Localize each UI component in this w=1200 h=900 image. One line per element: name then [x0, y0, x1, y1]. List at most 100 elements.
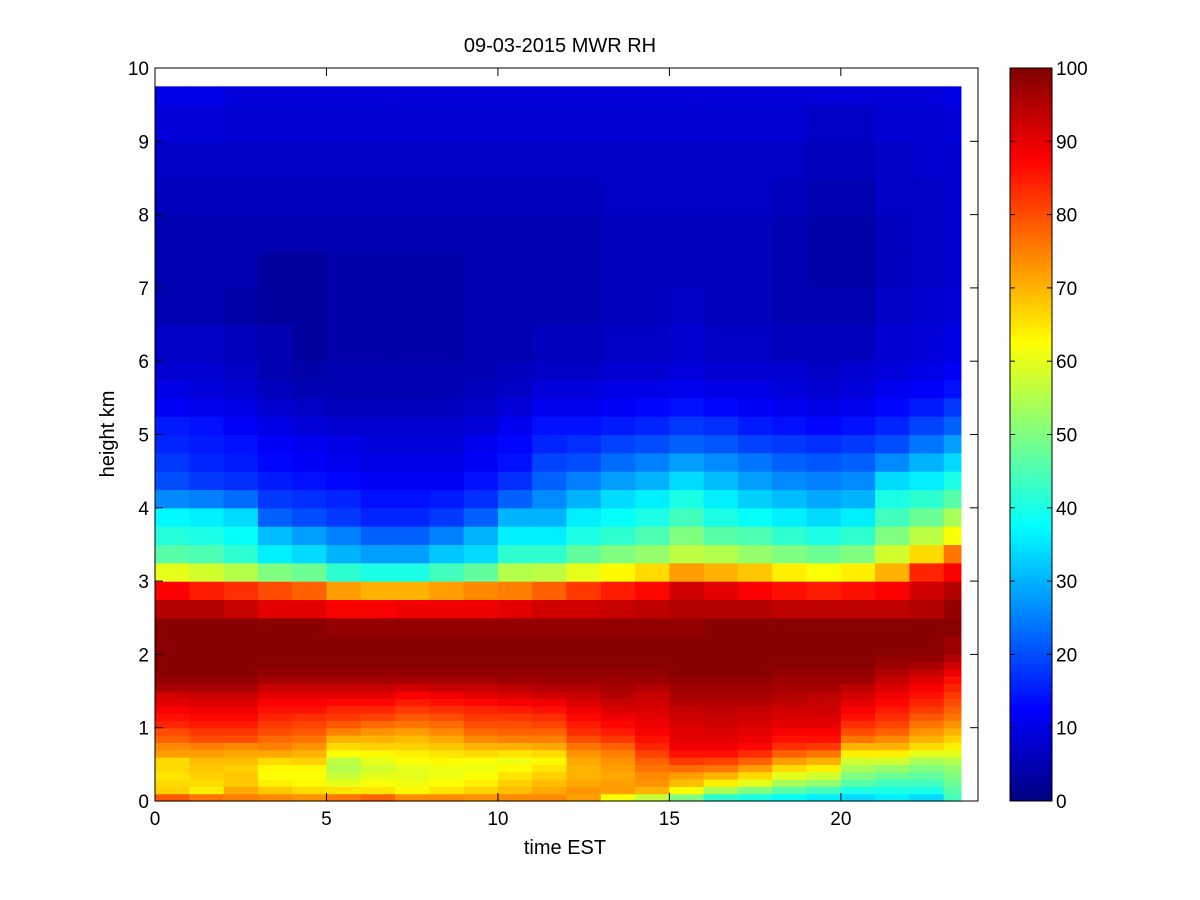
heatmap-cell — [497, 324, 533, 362]
heatmap-cell — [669, 764, 705, 773]
heatmap-cell — [772, 669, 808, 677]
heatmap-cell — [703, 526, 739, 546]
heatmap-cell — [463, 379, 499, 399]
heatmap-cell — [566, 251, 602, 289]
heatmap-cell — [429, 735, 465, 743]
heatmap-cell — [532, 735, 568, 743]
heatmap-cell — [737, 416, 773, 436]
heatmap-cell — [257, 452, 293, 472]
heatmap-cell — [395, 526, 430, 546]
heatmap-cell — [635, 764, 670, 773]
heatmap-cell — [223, 771, 259, 780]
heatmap-cell — [257, 507, 293, 527]
heatmap-cell — [669, 361, 705, 381]
heatmap-cell — [566, 379, 602, 399]
heatmap-cell — [463, 489, 499, 509]
heatmap-cell — [943, 361, 962, 381]
heatmap-cell — [292, 324, 328, 362]
heatmap-cell — [875, 779, 911, 787]
heatmap-cell — [497, 251, 533, 289]
heatmap-cell — [703, 177, 739, 216]
heatmap-cell — [772, 214, 808, 252]
heatmap-cell — [326, 599, 362, 619]
heatmap-cell — [840, 489, 876, 509]
heatmap-cell — [223, 617, 259, 637]
heatmap-cell — [189, 742, 225, 751]
heatmap-cell — [257, 544, 293, 564]
heatmap-cell — [429, 141, 465, 179]
heatmap-cell — [840, 599, 876, 619]
heatmap-cell — [600, 691, 636, 699]
heatmap-cell — [532, 599, 568, 619]
heatmap-cell — [703, 757, 739, 765]
heatmap-cell — [703, 636, 739, 655]
heatmap-cell — [669, 691, 705, 699]
heatmap-cell — [463, 416, 499, 436]
heatmap-cell — [292, 251, 328, 289]
heatmap-cell — [737, 698, 773, 707]
heatmap-cell — [600, 379, 636, 399]
heatmap-cell — [840, 617, 876, 637]
heatmap-cell — [566, 636, 602, 655]
heatmap-cell — [497, 691, 533, 699]
heatmap-cell — [875, 416, 911, 436]
heatmap-cell — [737, 705, 773, 714]
heatmap-cell — [326, 698, 362, 707]
heatmap-cell — [360, 562, 396, 582]
heatmap-cell — [497, 416, 533, 436]
heatmap-cell — [223, 562, 259, 582]
heatmap-cell — [600, 713, 636, 721]
heatmap-cell — [703, 742, 739, 751]
heatmap-cell — [669, 720, 705, 729]
heatmap-cell — [875, 786, 911, 795]
heatmap-cell — [909, 379, 945, 399]
heatmap-cell — [360, 599, 396, 619]
heatmap-cell — [429, 698, 465, 707]
heatmap-cell — [497, 771, 533, 780]
heatmap-cell — [875, 683, 911, 692]
y-tick-label: 4 — [138, 499, 149, 520]
heatmap-cell — [840, 720, 876, 729]
heatmap-cell — [223, 661, 259, 670]
heatmap-cell — [360, 526, 396, 546]
heatmap-cell — [737, 379, 773, 399]
heatmap-cell — [257, 742, 293, 751]
heatmap-cell — [223, 361, 259, 381]
x-tick-label: 10 — [487, 809, 508, 830]
heatmap-cell — [943, 749, 962, 758]
heatmap-cell — [395, 489, 430, 509]
heatmap-cell — [600, 636, 636, 655]
heatmap-cell — [532, 654, 568, 663]
heatmap-cell — [497, 104, 533, 142]
heatmap-cell — [806, 562, 842, 582]
heatmap-cell — [155, 793, 190, 802]
x-axis-label: time EST — [524, 837, 606, 859]
heatmap-cell — [532, 471, 568, 491]
heatmap-cell — [497, 489, 533, 509]
heatmap-cell — [737, 735, 773, 743]
heatmap-cell — [806, 727, 842, 736]
heatmap-cell — [840, 86, 876, 106]
heatmap-cell — [669, 544, 705, 564]
heatmap-cell — [669, 793, 705, 802]
heatmap-cell — [257, 757, 293, 765]
heatmap-cell — [772, 434, 808, 454]
heatmap-cell — [806, 251, 842, 289]
heatmap-cell — [532, 713, 568, 721]
heatmap-cell — [189, 471, 225, 491]
heatmap-cell — [463, 581, 499, 601]
heatmap-cell — [155, 452, 190, 472]
heatmap-cell — [840, 742, 876, 751]
heatmap-cell — [395, 779, 430, 787]
heatmap-cell — [189, 214, 225, 252]
heatmap-cell — [806, 713, 842, 721]
heatmap-cell — [257, 104, 293, 142]
heatmap-cell — [909, 705, 945, 714]
heatmap-cell — [772, 544, 808, 564]
heatmap-cell — [223, 324, 259, 362]
heatmap-cell — [326, 742, 362, 751]
heatmap-cell — [326, 177, 362, 216]
heatmap-cell — [806, 683, 842, 692]
heatmap-cell — [703, 676, 739, 685]
heatmap-cell — [257, 654, 293, 663]
